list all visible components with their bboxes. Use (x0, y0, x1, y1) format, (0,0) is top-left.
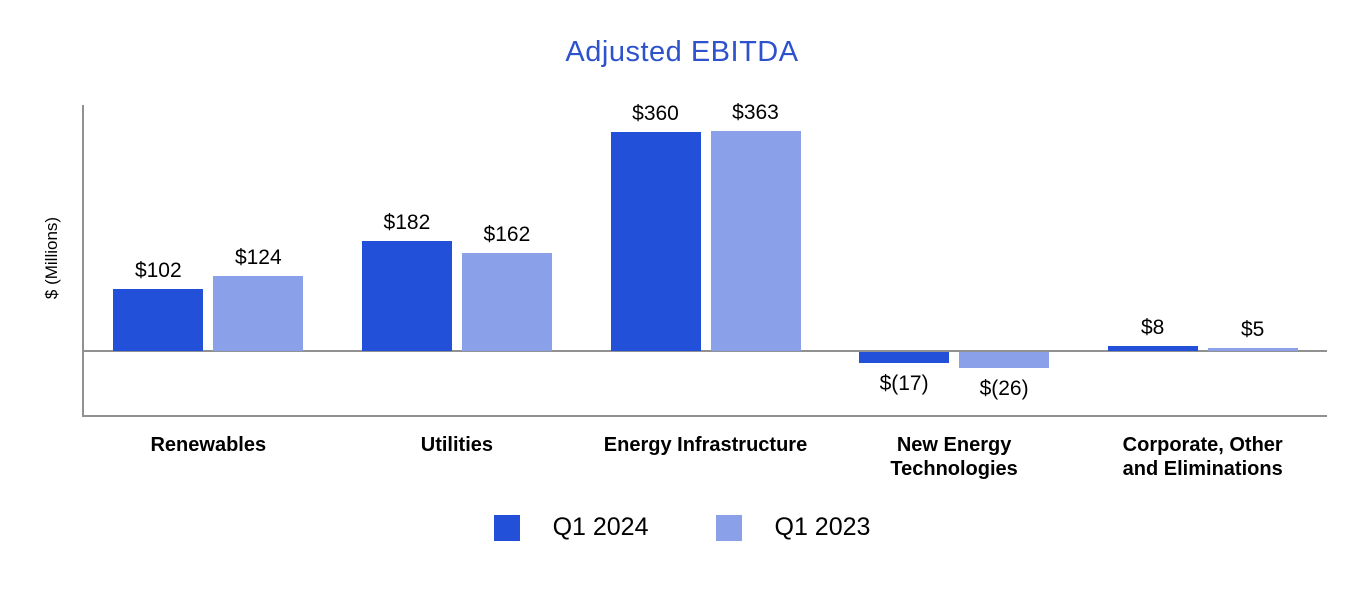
bar-value-label: $8 (1141, 316, 1165, 340)
legend: Q1 2024 Q1 2023 (0, 513, 1364, 542)
bar-q1-2024 (1107, 346, 1198, 352)
legend-label: Q1 2023 (774, 513, 871, 541)
bar-q1-2024 (361, 240, 452, 352)
bar-q1-2023 (1207, 348, 1298, 352)
x-axis-category-label: Renewables (150, 434, 267, 456)
legend-swatch-icon (715, 514, 742, 541)
chart-title: Adjusted EBITDA (565, 36, 799, 68)
legend-item-q1-2024: Q1 2024 (493, 513, 649, 542)
x-axis-category-label: Energy Infrastructure (603, 434, 808, 456)
bar-value-label: $363 (732, 100, 779, 124)
y-axis-label: $ (Millions) (42, 216, 61, 300)
bar-value-label: $(26) (979, 376, 1029, 400)
legend-swatch-icon (493, 514, 520, 541)
x-axis-category-label: Corporate, Other and Eliminations (1122, 434, 1283, 480)
bar-value-label: $5 (1241, 318, 1265, 342)
bar-q1-2023 (710, 130, 801, 352)
legend-item-q1-2023: Q1 2023 (715, 513, 871, 542)
x-axis-category-label: New Energy Technologies (890, 434, 1018, 480)
bar-q1-2023 (461, 252, 552, 352)
legend-label: Q1 2024 (552, 513, 649, 541)
bar-value-label: $182 (383, 210, 431, 234)
bar-q1-2024 (610, 132, 701, 352)
bar-value-label: $124 (234, 245, 282, 269)
bar-value-label: $360 (632, 102, 679, 126)
zero-axis-line (84, 350, 1327, 353)
bar-q1-2024 (113, 289, 204, 352)
bar-q1-2023 (959, 352, 1050, 368)
plot-area: $102 $124 $182 $162 $360 $363 $(17) $(26) $8 $5 (82, 101, 1327, 417)
bar-value-label: $162 (483, 222, 531, 246)
bar-q1-2023 (213, 275, 304, 352)
bar-value-label: $(17) (879, 371, 929, 395)
bar-value-label: $102 (134, 259, 182, 283)
x-axis-category-label: Utilities (420, 434, 494, 456)
bar-q1-2024 (859, 352, 950, 363)
